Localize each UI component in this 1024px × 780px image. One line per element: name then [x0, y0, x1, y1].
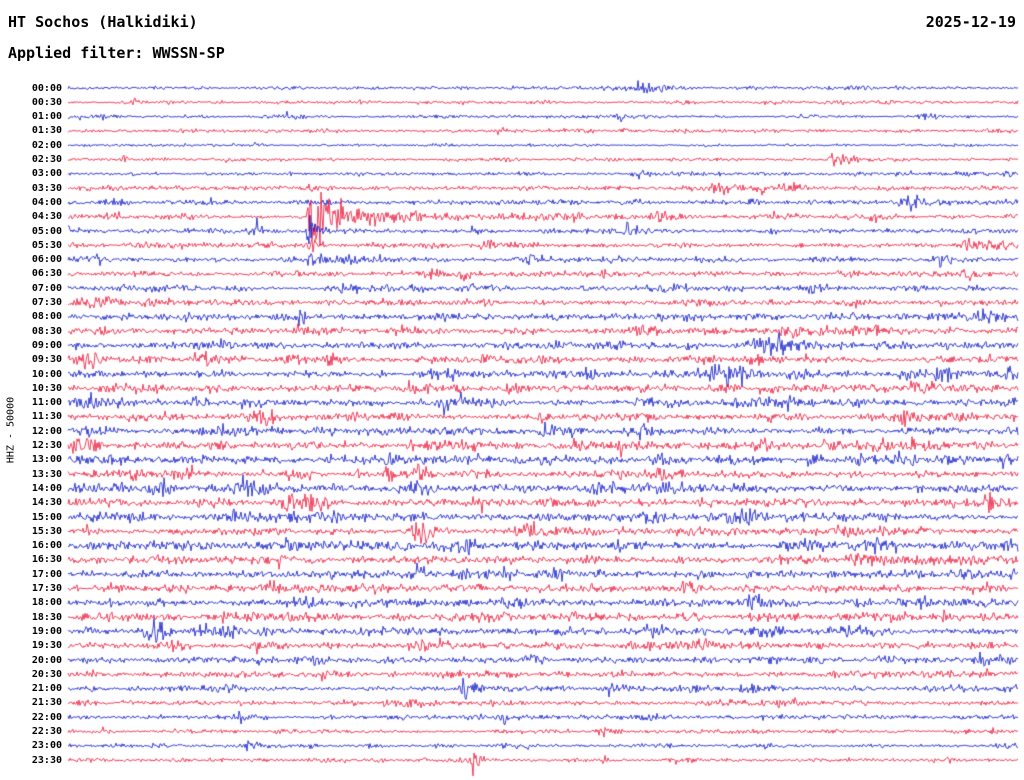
time-label: 09:30 — [31, 354, 62, 366]
time-label: 15:00 — [31, 511, 62, 523]
time-label: 22:30 — [31, 726, 62, 737]
time-label: 05:30 — [31, 239, 62, 251]
time-label: 18:00 — [31, 597, 62, 609]
time-label: 13:00 — [31, 454, 62, 466]
time-label: 02:30 — [31, 154, 62, 165]
time-label: 23:00 — [31, 740, 62, 752]
time-label: 12:30 — [31, 440, 62, 451]
time-label: 21:30 — [31, 697, 62, 709]
time-label: 22:00 — [31, 711, 62, 723]
time-label: 21:00 — [31, 683, 62, 695]
time-label: 04:30 — [31, 211, 62, 223]
applied-filter-label: Applied filter: WWSSN-SP — [8, 44, 225, 62]
time-label: 01:30 — [31, 125, 62, 137]
time-label: 07:30 — [31, 297, 62, 308]
time-label: 05:00 — [31, 225, 62, 237]
time-label: 13:30 — [31, 468, 62, 480]
time-label: 19:00 — [31, 625, 62, 637]
time-label: 03:30 — [31, 182, 62, 194]
time-label: 04:00 — [31, 196, 62, 208]
time-label: 01:00 — [31, 111, 62, 123]
time-label: 20:30 — [31, 668, 62, 680]
time-label: 20:00 — [31, 654, 62, 666]
time-label: 18:30 — [31, 611, 62, 623]
time-label: 06:30 — [31, 268, 62, 280]
time-label: 00:00 — [31, 82, 62, 94]
time-label: 17:30 — [31, 583, 62, 594]
time-label: 10:00 — [31, 368, 62, 380]
time-label: 08:30 — [31, 325, 62, 337]
time-label: 15:30 — [31, 525, 62, 537]
time-label: 11:30 — [31, 411, 62, 423]
time-label: 11:00 — [31, 397, 62, 409]
time-label: 17:00 — [31, 568, 62, 580]
time-label: 08:00 — [31, 311, 62, 323]
station-title: HT Sochos (Halkidiki) — [8, 13, 198, 31]
record-date: 2025-12-19 — [925, 13, 1016, 31]
time-label: 07:00 — [31, 282, 62, 294]
channel-scale-label: HHZ - 50000 — [5, 396, 17, 464]
time-label: 12:00 — [31, 425, 62, 437]
time-label: 16:00 — [31, 540, 62, 552]
time-label: 14:00 — [31, 482, 62, 494]
time-label: 09:00 — [31, 339, 62, 351]
time-label: 02:00 — [31, 139, 62, 151]
time-label: 23:30 — [31, 754, 62, 766]
time-label: 03:00 — [31, 168, 62, 180]
time-label: 14:30 — [31, 497, 62, 509]
time-label: 10:30 — [31, 382, 62, 394]
time-label: 00:30 — [31, 96, 62, 108]
time-label: 19:30 — [31, 640, 62, 652]
time-label: 16:30 — [31, 554, 62, 566]
time-label: 06:00 — [31, 254, 62, 266]
